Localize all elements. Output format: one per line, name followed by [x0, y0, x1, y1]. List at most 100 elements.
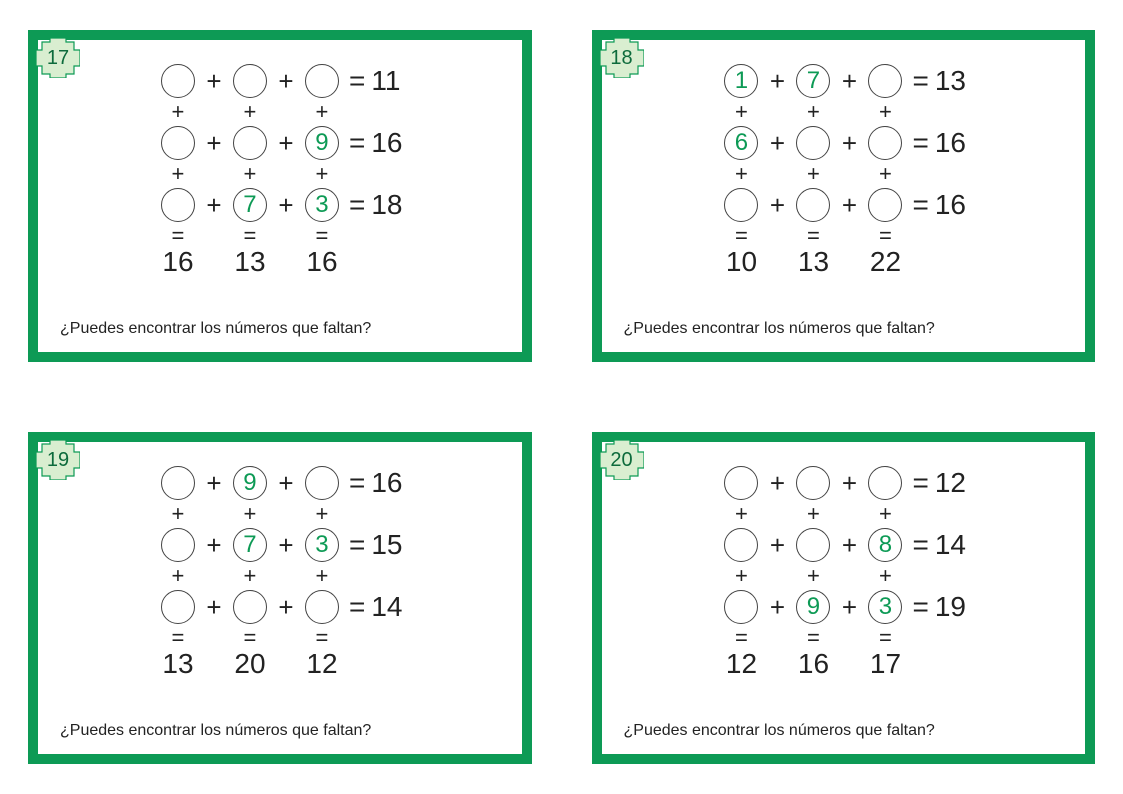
op-plus: +	[834, 130, 864, 156]
op-plus: +	[199, 594, 229, 620]
grid-cell-r2-c1: 7	[229, 188, 271, 222]
vertical-plus-row-0: +++	[720, 100, 966, 124]
card-number-badge: 18	[600, 38, 644, 78]
grid-cell-r2-c2[interactable]	[864, 188, 906, 222]
op-plus: +	[834, 192, 864, 218]
card-number-badge: 19	[36, 440, 80, 480]
op-plus: +	[271, 594, 301, 620]
puzzle-row-2: + + =14	[157, 590, 403, 624]
grid-cell-r2-c0[interactable]	[157, 590, 199, 624]
vertical-plus-row-1: +++	[157, 564, 403, 588]
grid-cell-r0-c2[interactable]	[864, 64, 906, 98]
worksheet-page: 17 + + =11+++ + + 9 =16+++ + 7 + 3 =18==…	[0, 0, 1123, 794]
op-plus: +	[199, 470, 229, 496]
grid-cell-r2-c2: 3	[301, 188, 343, 222]
grid-cell-r1-c1[interactable]	[792, 126, 834, 160]
op-plus: +	[834, 68, 864, 94]
puzzle-row-2: + + =16	[720, 188, 966, 222]
op-plus: +	[199, 532, 229, 558]
grid-cell-r1-c2[interactable]	[864, 126, 906, 160]
grid-cell-r0-c0[interactable]	[157, 466, 199, 500]
col-sum-2: 22	[864, 248, 906, 276]
puzzle-card-20: 20 + + =12+++ + + 8 =14+++ + 9 + 3 =19==…	[592, 432, 1096, 764]
vertical-plus-row-1: +++	[157, 162, 403, 186]
grid-cell-r1-c0[interactable]	[157, 528, 199, 562]
op-plus: +	[834, 532, 864, 558]
grid-cell-r2-c1: 9	[792, 590, 834, 624]
grid-cell-r2-c0[interactable]	[720, 590, 762, 624]
grid-cell-r0-c2[interactable]	[301, 466, 343, 500]
grid-cell-r2-c0[interactable]	[720, 188, 762, 222]
op-plus: +	[762, 68, 792, 94]
op-plus: +	[762, 130, 792, 156]
puzzle-row-1: 6 + + =16	[720, 126, 966, 160]
col-sum-1: 13	[792, 248, 834, 276]
row-sum-1: =16	[347, 129, 403, 157]
grid-cell-r1-c1[interactable]	[229, 126, 271, 160]
row-sum-0: =16	[347, 469, 403, 497]
vertical-plus-row-0: +++	[157, 100, 403, 124]
grid-cell-r2-c1[interactable]	[229, 590, 271, 624]
col-sum-1: 16	[792, 650, 834, 678]
grid-cell-r0-c2[interactable]	[864, 466, 906, 500]
col-sums-row: 121617	[720, 650, 966, 678]
op-plus: +	[199, 130, 229, 156]
grid-cell-r0-c0[interactable]	[720, 466, 762, 500]
col-sum-2: 17	[864, 650, 906, 678]
vertical-plus-row-1: +++	[720, 162, 966, 186]
puzzle-card-17: 17 + + =11+++ + + 9 =16+++ + 7 + 3 =18==…	[28, 30, 532, 362]
grid-cell-r0-c1: 7	[792, 64, 834, 98]
question-text: ¿Puedes encontrar los números que faltan…	[624, 320, 935, 338]
col-sum-2: 16	[301, 248, 343, 276]
row-sum-1: =14	[910, 531, 966, 559]
grid-cell-r1-c0[interactable]	[720, 528, 762, 562]
col-sum-0: 16	[157, 248, 199, 276]
puzzle-row-1: + 7 + 3 =15	[157, 528, 403, 562]
row-sum-0: =13	[910, 67, 966, 95]
puzzle-grid: + + =11+++ + + 9 =16+++ + 7 + 3 =18===16…	[157, 64, 403, 276]
grid-cell-r0-c1[interactable]	[792, 466, 834, 500]
question-text: ¿Puedes encontrar los números que faltan…	[624, 722, 935, 740]
puzzle-grid: + 9 + =16+++ + 7 + 3 =15+++ + + =14===13…	[157, 466, 403, 678]
op-plus: +	[834, 594, 864, 620]
row-sum-2: =14	[347, 593, 403, 621]
col-sums-row: 13 20 12	[157, 650, 403, 678]
vertical-plus-row-0: +++	[720, 502, 966, 526]
vertical-plus-row-0: +++	[157, 502, 403, 526]
col-sum-1: 20	[229, 650, 271, 678]
puzzle-row-1: + + 8 =14	[720, 528, 966, 562]
vertical-eq-row: ===	[720, 626, 966, 650]
grid-cell-r2-c0[interactable]	[157, 188, 199, 222]
puzzle-row-2: + 7 + 3 =18	[157, 188, 403, 222]
grid-cell-r2-c2[interactable]	[301, 590, 343, 624]
row-sum-0: =12	[910, 469, 966, 497]
puzzle-row-0: + + =12	[720, 466, 966, 500]
op-plus: +	[271, 68, 301, 94]
col-sums-row: 16 13 16	[157, 248, 403, 276]
grid-cell-r0-c2[interactable]	[301, 64, 343, 98]
grid-cell-r0-c1[interactable]	[229, 64, 271, 98]
col-sum-2: 12	[301, 650, 343, 678]
op-plus: +	[762, 532, 792, 558]
op-plus: +	[834, 470, 864, 496]
puzzle-card-18: 18 1 + 7 + =13+++ 6 + + =16+++ + + =16==…	[592, 30, 1096, 362]
grid-cell-r1-c0: 6	[720, 126, 762, 160]
puzzle-card-19: 19 + 9 + =16+++ + 7 + 3 =15+++ + + =14==…	[28, 432, 532, 764]
vertical-eq-row: ===	[720, 224, 966, 248]
col-sum-0: 13	[157, 650, 199, 678]
grid-cell-r1-c1[interactable]	[792, 528, 834, 562]
op-plus: +	[199, 192, 229, 218]
row-sum-0: =11	[347, 67, 400, 95]
grid-cell-r1-c2: 8	[864, 528, 906, 562]
grid-cell-r1-c2: 3	[301, 528, 343, 562]
grid-cell-r2-c2: 3	[864, 590, 906, 624]
grid-cell-r0-c0[interactable]	[157, 64, 199, 98]
card-number-badge: 20	[600, 440, 644, 480]
question-text: ¿Puedes encontrar los números que faltan…	[60, 722, 371, 740]
grid-cell-r1-c0[interactable]	[157, 126, 199, 160]
grid-cell-r2-c1[interactable]	[792, 188, 834, 222]
grid-cell-r1-c1: 7	[229, 528, 271, 562]
puzzle-row-1: + + 9 =16	[157, 126, 403, 160]
vertical-plus-row-1: +++	[720, 564, 966, 588]
col-sum-1: 13	[229, 248, 271, 276]
